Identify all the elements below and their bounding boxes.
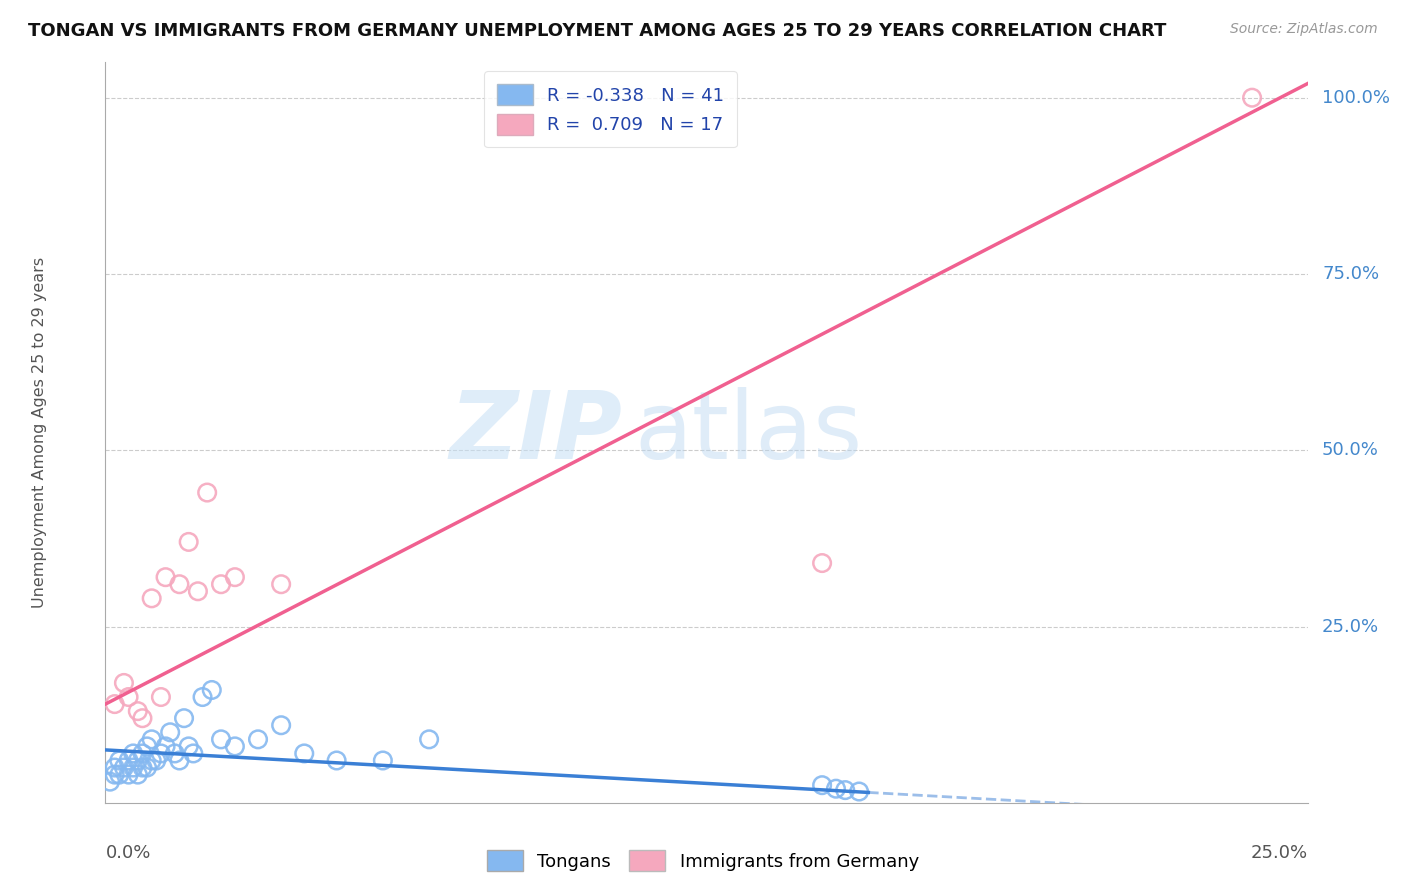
Text: 75.0%: 75.0%: [1322, 265, 1379, 283]
Text: 25.0%: 25.0%: [1250, 844, 1308, 862]
Point: [136, 739, 159, 754]
Text: atlas: atlas: [634, 386, 863, 479]
Point: [108, 767, 131, 781]
Legend: Tongans, Immigrants from Germany: Tongans, Immigrants from Germany: [479, 843, 927, 879]
Text: 50.0%: 50.0%: [1322, 442, 1379, 459]
Point: [141, 754, 163, 768]
Point: [177, 739, 200, 754]
Point: [825, 781, 848, 796]
Text: 0.0%: 0.0%: [105, 844, 150, 862]
Point: [112, 760, 135, 774]
Point: [209, 732, 232, 747]
Point: [169, 754, 191, 768]
Point: [418, 732, 440, 747]
Point: [117, 767, 139, 781]
Point: [848, 784, 870, 798]
Text: Source: ZipAtlas.com: Source: ZipAtlas.com: [1230, 22, 1378, 37]
Point: [131, 747, 153, 761]
Point: [811, 778, 834, 792]
Text: Unemployment Among Ages 25 to 29 years: Unemployment Among Ages 25 to 29 years: [32, 257, 46, 608]
Point: [1241, 91, 1264, 105]
Point: [141, 732, 163, 747]
Point: [209, 577, 232, 591]
Point: [181, 747, 204, 761]
Point: [191, 690, 214, 704]
Point: [169, 577, 191, 591]
Text: ZIP: ZIP: [450, 386, 623, 479]
Point: [325, 754, 347, 768]
Point: [104, 697, 127, 711]
Point: [98, 774, 121, 789]
Point: [163, 747, 186, 761]
Text: 100.0%: 100.0%: [1322, 88, 1391, 107]
Point: [149, 747, 172, 761]
Point: [270, 718, 292, 732]
Point: [136, 760, 159, 774]
Point: [834, 783, 856, 797]
Point: [371, 754, 394, 768]
Point: [122, 760, 145, 774]
Point: [141, 591, 163, 606]
Point: [224, 739, 246, 754]
Point: [155, 739, 177, 754]
Point: [159, 725, 181, 739]
Point: [122, 747, 145, 761]
Point: [811, 556, 834, 570]
Point: [127, 704, 149, 718]
Point: [270, 577, 292, 591]
Point: [127, 767, 149, 781]
Point: [149, 690, 172, 704]
Legend: R = -0.338   N = 41, R =  0.709   N = 17: R = -0.338 N = 41, R = 0.709 N = 17: [484, 71, 737, 147]
Point: [292, 747, 315, 761]
Point: [224, 570, 246, 584]
Point: [131, 760, 153, 774]
Point: [104, 760, 127, 774]
Point: [187, 584, 209, 599]
Text: TONGAN VS IMMIGRANTS FROM GERMANY UNEMPLOYMENT AMONG AGES 25 TO 29 YEARS CORRELA: TONGAN VS IMMIGRANTS FROM GERMANY UNEMPL…: [28, 22, 1167, 40]
Point: [195, 485, 218, 500]
Point: [127, 754, 149, 768]
Point: [155, 570, 177, 584]
Text: 25.0%: 25.0%: [1322, 617, 1379, 635]
Point: [117, 690, 139, 704]
Point: [112, 676, 135, 690]
Point: [131, 711, 153, 725]
Point: [108, 754, 131, 768]
Point: [201, 683, 224, 698]
Point: [145, 754, 167, 768]
Point: [177, 535, 200, 549]
Point: [173, 711, 195, 725]
Point: [104, 767, 127, 781]
Point: [247, 732, 270, 747]
Point: [117, 754, 139, 768]
